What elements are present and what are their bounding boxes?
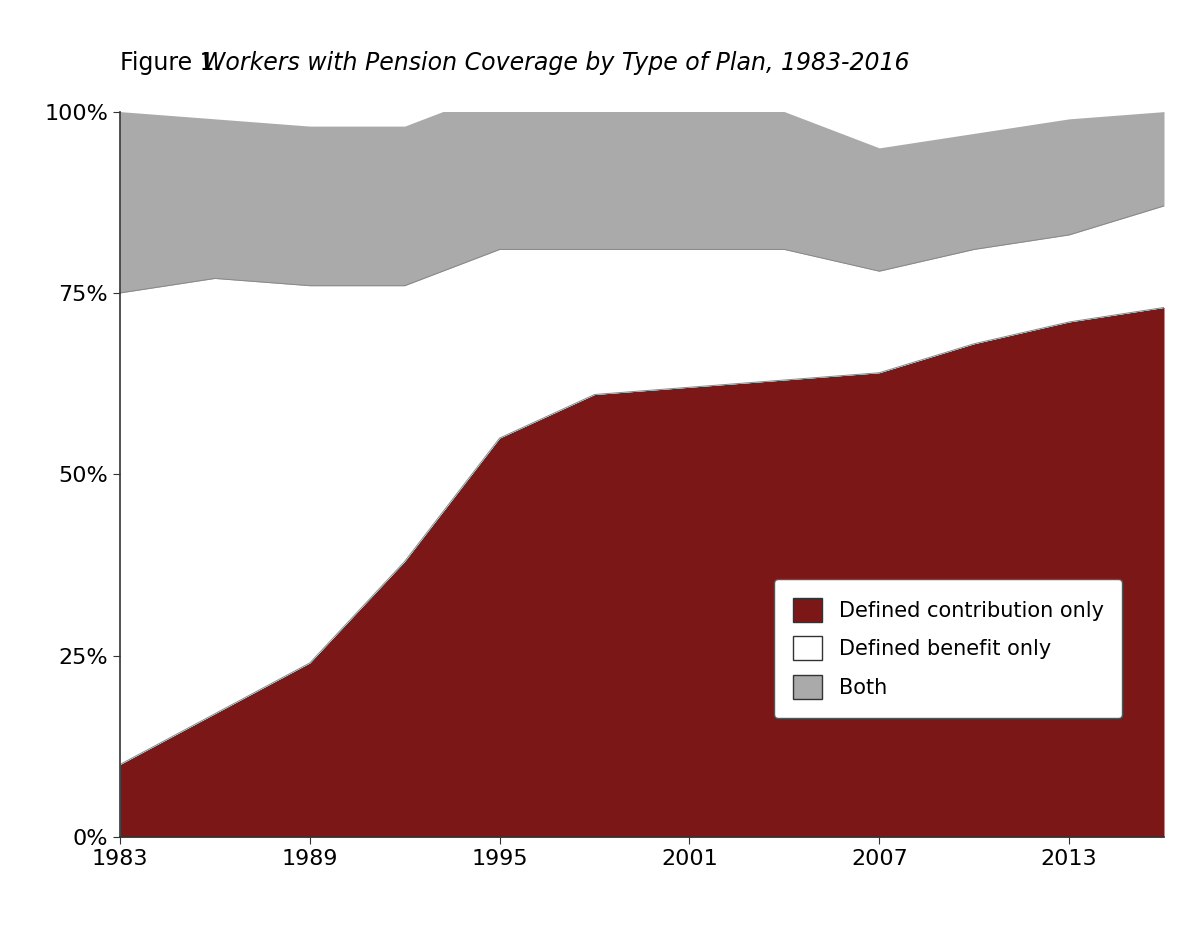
Legend: Defined contribution only, Defined benefit only, Both: Defined contribution only, Defined benef… [774, 578, 1122, 718]
Text: Workers with Pension Coverage by Type of Plan, 1983-2016: Workers with Pension Coverage by Type of… [202, 51, 910, 75]
Text: Figure 1.: Figure 1. [120, 51, 229, 75]
